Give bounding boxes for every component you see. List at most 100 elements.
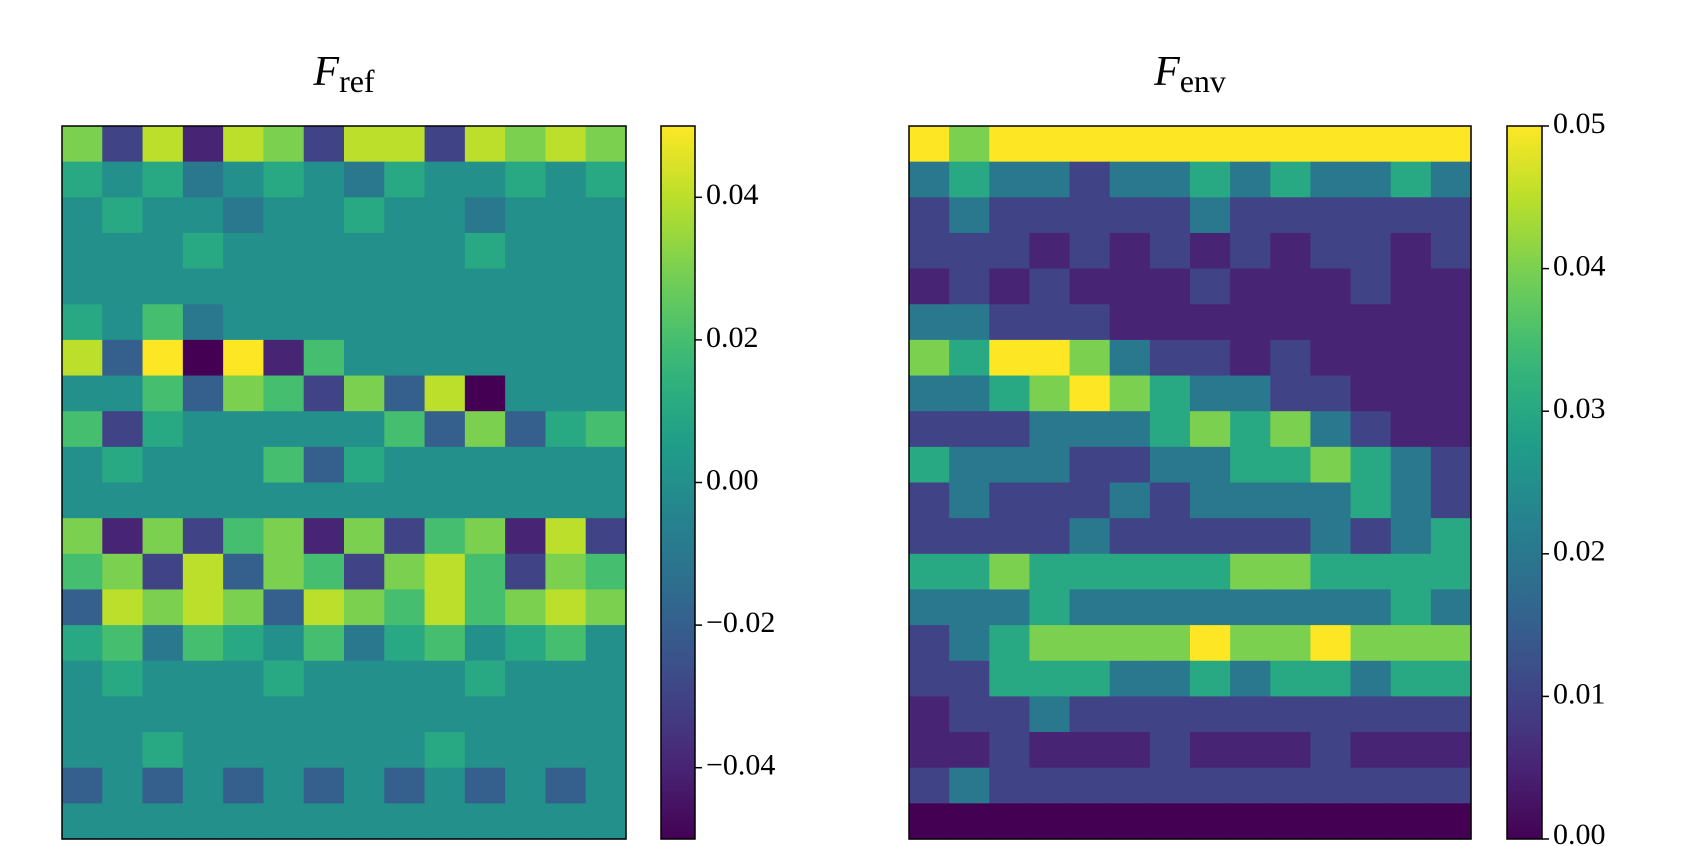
heatmap-cell [263,411,305,448]
heatmap-cell [1190,411,1231,448]
title-subscript: env [1180,63,1226,99]
heatmap-cell [1270,696,1312,733]
heatmap-cell [102,446,144,484]
heatmap-cell [1350,732,1392,769]
heatmap-cell [344,339,385,377]
heatmap-cell [505,553,547,591]
heatmap-cell [1270,625,1312,662]
heatmap-cell [1230,411,1271,448]
heatmap-cell [1310,161,1352,198]
heatmap-cell [545,518,587,555]
heatmap-cell [989,375,1031,412]
heatmap-cell [1149,126,1191,163]
heatmap-cell [1230,339,1271,377]
heatmap-cell [464,339,506,377]
heatmap-cell [263,732,305,769]
heatmap-cell [505,126,547,163]
heatmap-cell [949,339,990,377]
heatmap-cell [424,803,466,840]
heatmap-cell [585,696,627,733]
heatmap-cell [1390,696,1432,733]
heatmap-cell [1149,625,1191,662]
heatmap-cell [1149,304,1191,341]
heatmap-cell [1029,375,1071,412]
heatmap-cell [1190,161,1231,198]
heatmap-cell [424,126,466,163]
heatmap-cell [182,732,224,769]
heatmap-cell [1350,518,1392,555]
heatmap-cell [585,589,627,626]
heatmap-cell [1430,232,1472,270]
heatmap-cell [1390,732,1432,769]
heatmap-cell [1109,446,1151,484]
heatmap-cell [1270,803,1312,840]
heatmap-cell [585,411,627,448]
heatmap-cell [1149,803,1191,840]
heatmap-cell [62,482,103,519]
heatmap-cell [102,268,144,305]
heatmap-cell [1190,767,1231,804]
heatmap-cell [223,268,265,305]
heatmap-cell [464,197,506,234]
heatmap-cell [909,126,950,163]
heatmap-cell [505,767,547,804]
heatmap-cell [223,126,265,163]
heatmap-cell [223,161,265,198]
heatmap-cell [182,518,224,555]
heatmap-cell [1029,589,1071,626]
heatmap-cell [1310,375,1352,412]
heatmap-cell [1390,375,1432,412]
heatmap-cell [1029,232,1071,270]
heatmap-cell [1029,625,1071,662]
heatmap-cell [1109,553,1151,591]
heatmap-cell [989,197,1031,234]
heatmap-cell [1430,482,1472,519]
heatmap-cell [102,482,144,519]
heatmap-cell [989,553,1031,591]
heatmap-cell [424,553,466,591]
heatmap-cell [505,411,547,448]
heatmap-cell [263,767,305,804]
heatmap-cell [909,589,950,626]
heatmap-cell [1190,446,1231,484]
heatmap-cell [464,161,506,198]
heatmap-cell [303,197,345,234]
heatmap-cell [62,232,103,270]
heatmap-cell [62,803,103,840]
colorbar [660,125,696,840]
heatmap-cell [424,339,466,377]
heatmap-cell [344,553,385,591]
heatmap-cell [464,126,506,163]
heatmap-cell [1430,161,1472,198]
heatmap-cell [1230,232,1271,270]
heatmap-cell [1109,803,1151,840]
heatmap-cell [62,375,103,412]
heatmap-cell [1190,482,1231,519]
heatmap-cell [344,732,385,769]
heatmap-cell [949,304,990,341]
heatmap-cell [263,589,305,626]
heatmap-cell [545,232,587,270]
heatmap-cell [142,482,184,519]
heatmap-cell [223,411,265,448]
heatmap-cell [989,803,1031,840]
heatmap-cell [263,304,305,341]
heatmap-cell [384,268,426,305]
heatmap-cell [464,268,506,305]
heatmap-cell [1069,126,1111,163]
heatmap-cell [182,126,224,163]
heatmap-cell [1230,197,1271,234]
heatmap-cell [1190,589,1231,626]
heatmap-cell [102,732,144,769]
heatmap-cell [424,304,466,341]
colorbar [1506,125,1543,840]
heatmap-cell [1029,732,1071,769]
heatmap-cell [263,660,305,697]
heatmap-cell [585,375,627,412]
heatmap-cell [102,126,144,163]
heatmap-cell [505,446,547,484]
heatmap-cell [1190,268,1231,305]
heatmap-cell [1230,767,1271,804]
heatmap-cell [1029,696,1071,733]
heatmap-cell [1390,197,1432,234]
